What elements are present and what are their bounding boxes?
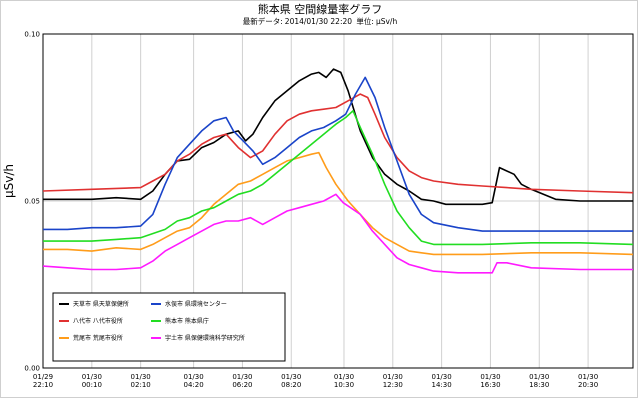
x-tick-label-time: 04:20 [184, 381, 204, 389]
x-tick-label-date: 01/30 [578, 373, 598, 381]
x-tick-label-date: 01/30 [383, 373, 403, 381]
x-tick-label-date: 01/30 [432, 373, 452, 381]
latest-data-label: 最新データ: [242, 17, 283, 26]
x-tick-label-time: 10:30 [334, 381, 354, 389]
unit-value: μSv/h [375, 17, 398, 26]
series-line [43, 68, 633, 206]
y-tick-label: 0.00 [24, 365, 40, 373]
x-tick-label-date: 01/30 [480, 373, 500, 381]
x-tick-label-date: 01/30 [131, 373, 151, 381]
series-line [42, 93, 634, 194]
x-tick-label-time: 20:30 [578, 381, 598, 389]
legend-label: 水俣市 県環境センター [165, 300, 227, 308]
x-tick-label-time: 14:30 [432, 381, 452, 389]
series-line [42, 193, 633, 274]
series-line [43, 110, 634, 246]
x-tick-label-date: 01/30 [232, 373, 252, 381]
x-tick-label-time: 12:30 [383, 381, 403, 389]
chart-title: 熊本県 空間線量率グラフ [257, 3, 383, 16]
x-tick-label-date: 01/29 [33, 373, 53, 381]
x-tick-label-date: 01/30 [82, 373, 102, 381]
legend-label: 荒尾市 荒尾市役所 [73, 334, 123, 342]
x-tick-label-time: 08:20 [281, 381, 301, 389]
x-tick-label-time: 18:30 [529, 381, 549, 389]
latest-data-value: 2014/01/30 22:20 [284, 17, 353, 26]
x-tick-label-time: 02:10 [131, 381, 151, 389]
x-tick-label-time: 06:20 [232, 381, 252, 389]
x-tick-label-date: 01/30 [529, 373, 549, 381]
y-tick-label: 0.10 [24, 31, 40, 39]
legend-label: 宇土市 県保健環境科学研究所 [165, 334, 245, 342]
legend [52, 292, 286, 362]
unit-label: 単位: [356, 17, 374, 26]
x-tick-label-time: 00:10 [82, 381, 102, 389]
x-tick-label-date: 01/30 [334, 373, 354, 381]
legend-label: 八代市 八代市役所 [73, 317, 123, 325]
y-tick-label: 0.05 [24, 198, 40, 206]
x-tick-label-time: 16:30 [480, 381, 500, 389]
x-tick-label-date: 01/30 [281, 373, 301, 381]
chart-subtitle: 最新データ: 2014/01/30 22:20 単位: μSv/h [0, 16, 640, 27]
x-tick-label-time: 22:10 [33, 381, 53, 389]
series-line [43, 76, 633, 232]
legend-label: 熊本市 熊本県庁 [165, 317, 209, 325]
legend-label: 天草市 県天草保健所 [73, 300, 129, 308]
x-tick-label-date: 01/30 [184, 373, 204, 381]
